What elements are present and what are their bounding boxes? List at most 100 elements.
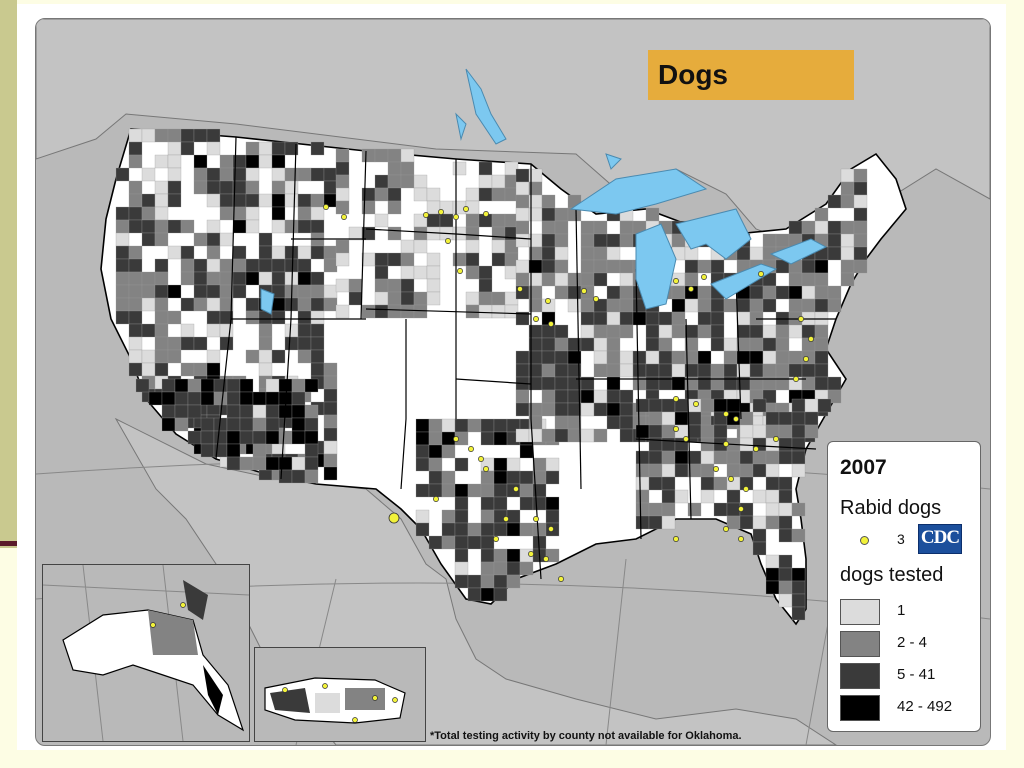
county-cell (310, 141, 325, 156)
county-cell (154, 271, 169, 286)
county-cell (154, 349, 169, 364)
county-cell (258, 323, 273, 338)
county-cell (161, 404, 176, 419)
county-cell (278, 430, 293, 445)
county-cell (478, 187, 493, 202)
county-cell (297, 336, 312, 351)
county-cell (480, 574, 495, 589)
county-cell (635, 450, 650, 465)
county-cell (323, 245, 338, 260)
county-cell (606, 337, 621, 352)
county-cell (245, 167, 260, 182)
county-cell (791, 606, 806, 621)
county-cell (853, 168, 868, 183)
county-cell (193, 336, 208, 351)
county-cell (452, 161, 467, 176)
county-cell (310, 167, 325, 182)
county-cell (791, 450, 806, 465)
county-cell (297, 271, 312, 286)
county-cell (174, 417, 189, 432)
county-cell (154, 310, 169, 325)
alaska-rabid-dot (180, 602, 186, 608)
county-cell (827, 376, 842, 391)
rabid-dog-dot (533, 516, 539, 522)
county-cell (491, 226, 506, 241)
county-cell (749, 324, 764, 339)
county-cell (752, 515, 767, 530)
county-cell (541, 220, 556, 235)
county-cell (374, 278, 389, 293)
county-cell (723, 298, 738, 313)
county-cell (128, 128, 143, 143)
county-cell (187, 378, 202, 393)
county-cell (778, 567, 793, 582)
county-cell (206, 284, 221, 299)
county-cell (219, 336, 234, 351)
rabid-dog-dot (503, 516, 509, 522)
county-cell (840, 220, 855, 235)
county-cell (791, 437, 806, 452)
pr-county-shade (270, 688, 310, 713)
county-cell (413, 187, 428, 202)
county-cell (723, 350, 738, 365)
county-cell (387, 252, 402, 267)
county-cell (454, 535, 469, 550)
county-cell (827, 246, 842, 261)
county-cell (335, 200, 350, 215)
county-cell (154, 206, 169, 221)
county-cell (323, 297, 338, 312)
county-cell (348, 226, 363, 241)
rabid-dog-dot (445, 238, 451, 244)
rabid-dog-dot (738, 506, 744, 512)
county-cell (258, 232, 273, 247)
county-cell (310, 206, 325, 221)
county-cell (284, 323, 299, 338)
legend-swatch-class-2 (840, 631, 880, 657)
county-cell (541, 324, 556, 339)
county-cell (154, 232, 169, 247)
county-cell (710, 324, 725, 339)
county-cell (491, 304, 506, 319)
county-cell (619, 259, 634, 274)
county-cell (284, 141, 299, 156)
county-cell (206, 271, 221, 286)
county-cell (593, 259, 608, 274)
county-cell (219, 323, 234, 338)
county-cell (454, 509, 469, 524)
county-cell (697, 298, 712, 313)
county-cell (687, 502, 702, 517)
county-cell (297, 206, 312, 221)
county-cell (167, 193, 182, 208)
county-cell (739, 424, 754, 439)
county-cell (762, 363, 777, 378)
county-cell (128, 284, 143, 299)
county-cell (226, 404, 241, 419)
county-cell (297, 167, 312, 182)
rabid-dog-dot (688, 286, 694, 292)
county-cell (814, 285, 829, 300)
rabid-dog-dot (773, 436, 779, 442)
county-cell (519, 522, 534, 537)
county-cell (193, 180, 208, 195)
county-cell (515, 194, 530, 209)
county-cell (128, 206, 143, 221)
county-cell (645, 207, 660, 222)
county-cell (258, 349, 273, 364)
county-cell (674, 463, 689, 478)
county-cell (493, 522, 508, 537)
county-cell (710, 311, 725, 326)
county-cell (271, 271, 286, 286)
county-cell (310, 219, 325, 234)
county-cell (593, 363, 608, 378)
county-cell (632, 350, 647, 365)
county-cell (791, 567, 806, 582)
county-cell (428, 444, 443, 459)
county-cell (467, 522, 482, 537)
county-cell (265, 404, 280, 419)
county-cell (532, 496, 547, 511)
county-cell (491, 187, 506, 202)
county-cell (232, 245, 247, 260)
county-cell (710, 259, 725, 274)
county-cell (426, 252, 441, 267)
county-cell (519, 561, 534, 576)
